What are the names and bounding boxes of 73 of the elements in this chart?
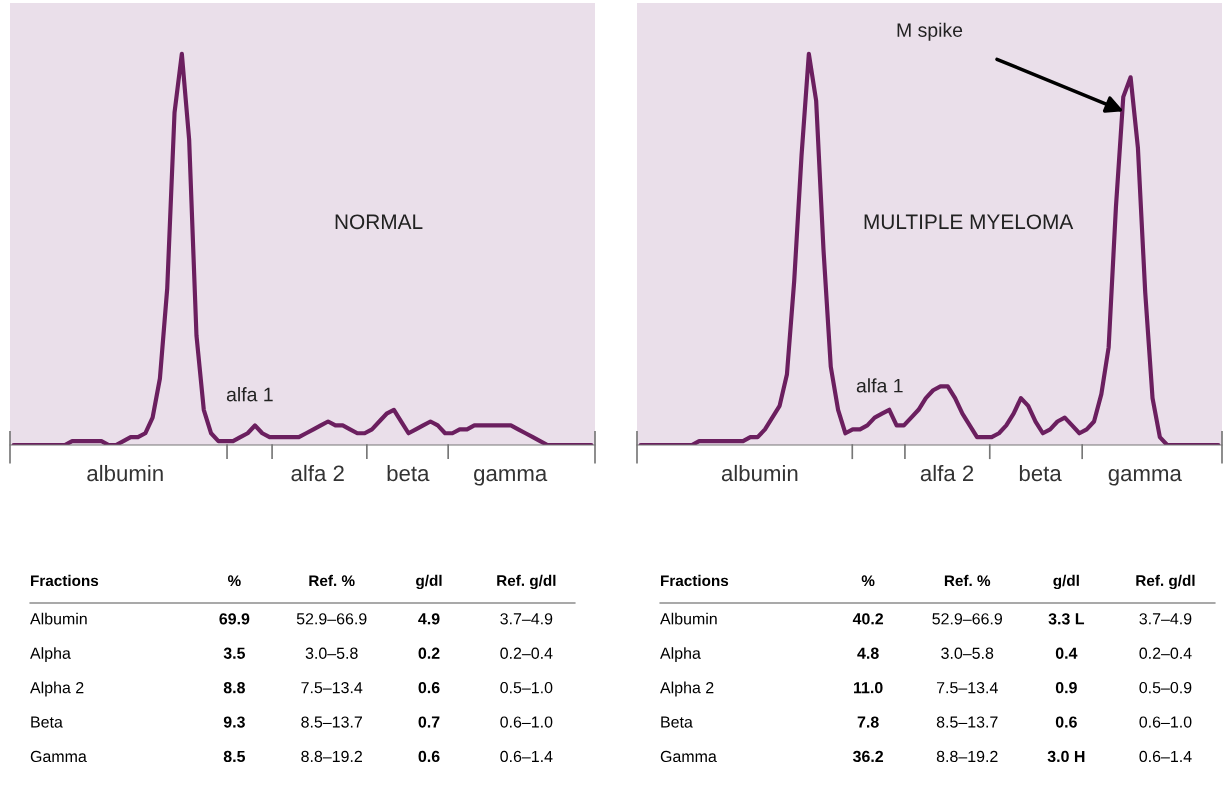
text: 3.0–5.8 — [941, 647, 994, 659]
text: 4.8 — [857, 647, 879, 659]
text: albumin — [721, 464, 798, 482]
text: 3.7–4.9 — [500, 613, 553, 625]
text: alfa 2 — [291, 464, 344, 482]
text: 8.5 — [223, 750, 246, 763]
text: 0.4 — [1055, 647, 1078, 659]
annotation: alfa 1 — [226, 387, 273, 402]
text: 0.2–0.4 — [1139, 647, 1192, 659]
text: 8.8–19.2 — [301, 750, 362, 763]
text: 0.6 — [1055, 716, 1077, 728]
text: 0.6–1.0 — [1139, 716, 1192, 728]
x-tick-label: g/dl — [1053, 574, 1079, 590]
x-tick-label: % — [227, 575, 241, 587]
y-tick-label: Alpha 2 — [30, 681, 84, 697]
text: 7.5–13.4 — [301, 681, 363, 694]
text: 36.2 — [852, 750, 884, 763]
y-tick-label: Gamma — [660, 750, 717, 763]
text: 8.8–19.2 — [936, 750, 998, 763]
text: 69.9 — [219, 613, 250, 625]
text: 52.9–66.9 — [932, 613, 1003, 625]
text: 3.5 — [223, 647, 246, 659]
x-tick-label: Ref. % — [309, 574, 355, 587]
y-tick-label: Alpha 2 — [660, 681, 714, 697]
text: MULTIPLE MYELOMA — [864, 214, 1074, 230]
y-axis-title: Fractions — [661, 574, 729, 587]
text: 0.6–1.4 — [1139, 750, 1192, 763]
text: 8.8 — [223, 681, 245, 694]
text: 4.9 — [418, 613, 440, 625]
text: 0.7 — [418, 716, 440, 728]
text: M spike — [897, 22, 963, 41]
text: alfa 2 — [920, 464, 974, 482]
y-tick-label: Albumin — [660, 612, 717, 625]
text: 0.2 — [418, 647, 440, 659]
x-tick-label: Ref. g/dl — [497, 574, 556, 590]
text: NORMAL — [335, 214, 423, 230]
text: beta — [1019, 464, 1062, 482]
text: gamma — [474, 469, 548, 486]
text: 7.5–13.4 — [936, 681, 998, 694]
text: beta — [387, 464, 430, 482]
text: 8.5–13.7 — [936, 716, 998, 728]
x-tick-label: Ref. % — [944, 574, 991, 587]
text: 52.9–66.9 — [296, 613, 367, 625]
x-tick-label: Ref. g/dl — [1136, 574, 1195, 590]
x-tick-label: % — [861, 575, 875, 587]
y-tick-label: Beta — [661, 716, 693, 728]
y-tick-label: Beta — [31, 716, 63, 728]
text: albumin — [87, 464, 163, 482]
text: 3.0–5.8 — [305, 647, 358, 659]
text: 3.3 L — [1048, 613, 1085, 625]
text: 0.9 — [1055, 681, 1077, 694]
text: 3.0 H — [1047, 750, 1085, 763]
text: 8.5–13.7 — [301, 716, 362, 728]
y-tick-label: Alpha — [30, 647, 71, 663]
text: 0.6 — [418, 750, 440, 763]
x-tick-label: g/dl — [416, 574, 442, 590]
y-tick-label: Albumin — [30, 612, 87, 625]
text: 0.6–1.4 — [500, 750, 553, 763]
text: 11.0 — [854, 681, 883, 694]
y-tick-label: Alpha — [660, 647, 701, 663]
text: 0.6 — [418, 681, 440, 694]
text: 9.3 — [223, 716, 245, 728]
text: 40.2 — [852, 613, 884, 625]
text: 0.5–1.0 — [500, 681, 553, 694]
annotation: alfa 1 — [856, 378, 903, 393]
text: 7.8 — [857, 716, 879, 728]
y-tick-label: Gamma — [30, 750, 87, 763]
text: gamma — [1108, 469, 1182, 486]
y-axis-title: Fractions — [31, 574, 99, 587]
text: 0.2–0.4 — [500, 647, 553, 659]
text: 0.5–0.9 — [1139, 681, 1192, 694]
text: 3.7–4.9 — [1139, 613, 1192, 625]
text: 0.6–1.0 — [500, 716, 553, 728]
